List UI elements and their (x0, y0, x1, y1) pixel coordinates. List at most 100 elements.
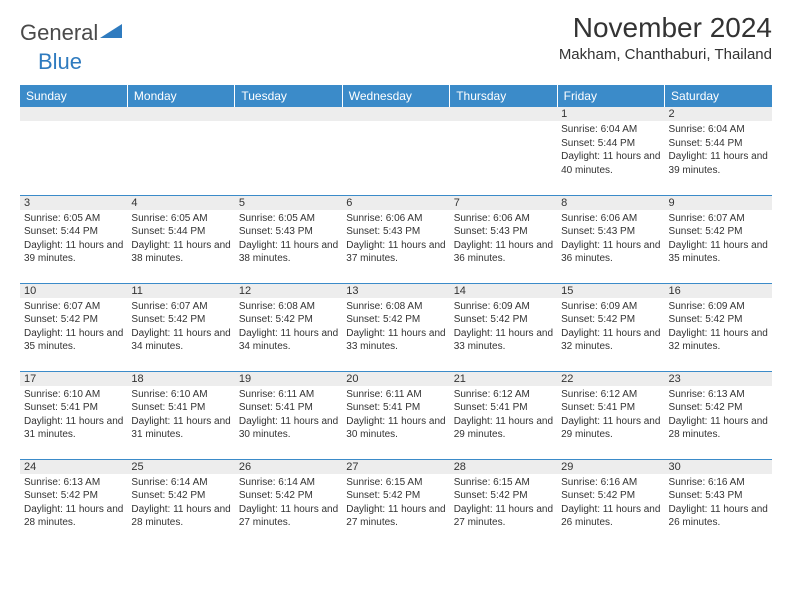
sunrise-line: Sunrise: 6:07 AM (669, 212, 768, 226)
calendar-cell: 17Sunrise: 6:10 AMSunset: 5:41 PMDayligh… (20, 371, 127, 459)
sunset-line: Sunset: 5:41 PM (454, 401, 553, 415)
daylight-line: Daylight: 11 hours and 38 minutes. (239, 239, 338, 266)
sunset-line: Sunset: 5:42 PM (131, 489, 230, 503)
calendar-cell (127, 107, 234, 195)
logo-text-blue: Blue (38, 49, 82, 74)
sunrise-line: Sunrise: 6:07 AM (131, 300, 230, 314)
day-number: 17 (20, 372, 127, 386)
calendar-cell: 11Sunrise: 6:07 AMSunset: 5:42 PMDayligh… (127, 283, 234, 371)
calendar-cell: 19Sunrise: 6:11 AMSunset: 5:41 PMDayligh… (235, 371, 342, 459)
day-details: Sunrise: 6:15 AMSunset: 5:42 PMDaylight:… (450, 474, 557, 548)
calendar-cell: 8Sunrise: 6:06 AMSunset: 5:43 PMDaylight… (557, 195, 664, 283)
day-number: 1 (557, 107, 664, 121)
sunrise-line: Sunrise: 6:09 AM (454, 300, 553, 314)
calendar-cell: 28Sunrise: 6:15 AMSunset: 5:42 PMDayligh… (450, 459, 557, 547)
day-number: 7 (450, 196, 557, 210)
day-number: 14 (450, 284, 557, 298)
calendar-cell: 15Sunrise: 6:09 AMSunset: 5:42 PMDayligh… (557, 283, 664, 371)
day-details: Sunrise: 6:05 AMSunset: 5:43 PMDaylight:… (235, 210, 342, 283)
day-details: Sunrise: 6:16 AMSunset: 5:43 PMDaylight:… (665, 474, 772, 548)
sunset-line: Sunset: 5:43 PM (561, 225, 660, 239)
daylight-line: Daylight: 11 hours and 40 minutes. (561, 150, 660, 177)
day-number: 2 (665, 107, 772, 121)
sunset-line: Sunset: 5:42 PM (239, 313, 338, 327)
sunset-line: Sunset: 5:44 PM (561, 137, 660, 151)
daylight-line: Daylight: 11 hours and 32 minutes. (669, 327, 768, 354)
logo-triangle-icon (100, 24, 122, 43)
day-number: 9 (665, 196, 772, 210)
day-details: Sunrise: 6:09 AMSunset: 5:42 PMDaylight:… (665, 298, 772, 371)
sunset-line: Sunset: 5:42 PM (24, 489, 123, 503)
weekday-header-row: Sunday Monday Tuesday Wednesday Thursday… (20, 85, 772, 107)
daylight-line: Daylight: 11 hours and 30 minutes. (346, 415, 445, 442)
sunrise-line: Sunrise: 6:05 AM (239, 212, 338, 226)
sunrise-line: Sunrise: 6:13 AM (669, 388, 768, 402)
calendar-cell: 13Sunrise: 6:08 AMSunset: 5:42 PMDayligh… (342, 283, 449, 371)
day-details: Sunrise: 6:06 AMSunset: 5:43 PMDaylight:… (342, 210, 449, 283)
daylight-line: Daylight: 11 hours and 29 minutes. (454, 415, 553, 442)
weekday-header: Saturday (665, 85, 772, 107)
calendar-cell: 16Sunrise: 6:09 AMSunset: 5:42 PMDayligh… (665, 283, 772, 371)
day-details: Sunrise: 6:05 AMSunset: 5:44 PMDaylight:… (20, 210, 127, 283)
day-details: Sunrise: 6:04 AMSunset: 5:44 PMDaylight:… (557, 121, 664, 195)
day-details (235, 121, 342, 195)
sunrise-line: Sunrise: 6:09 AM (561, 300, 660, 314)
calendar-page: General November 2024 Makham, Chanthabur… (0, 0, 792, 547)
calendar-cell: 12Sunrise: 6:08 AMSunset: 5:42 PMDayligh… (235, 283, 342, 371)
day-number: 30 (665, 460, 772, 474)
day-details: Sunrise: 6:06 AMSunset: 5:43 PMDaylight:… (450, 210, 557, 283)
daylight-line: Daylight: 11 hours and 28 minutes. (131, 503, 230, 530)
day-number (342, 107, 449, 121)
day-number: 22 (557, 372, 664, 386)
calendar-cell: 1Sunrise: 6:04 AMSunset: 5:44 PMDaylight… (557, 107, 664, 195)
day-details: Sunrise: 6:08 AMSunset: 5:42 PMDaylight:… (235, 298, 342, 371)
daylight-line: Daylight: 11 hours and 33 minutes. (454, 327, 553, 354)
sunrise-line: Sunrise: 6:06 AM (561, 212, 660, 226)
sunset-line: Sunset: 5:42 PM (561, 313, 660, 327)
calendar-cell: 6Sunrise: 6:06 AMSunset: 5:43 PMDaylight… (342, 195, 449, 283)
sunset-line: Sunset: 5:42 PM (24, 313, 123, 327)
daylight-line: Daylight: 11 hours and 31 minutes. (24, 415, 123, 442)
sunset-line: Sunset: 5:43 PM (454, 225, 553, 239)
day-number: 20 (342, 372, 449, 386)
sunset-line: Sunset: 5:42 PM (239, 489, 338, 503)
day-number (20, 107, 127, 121)
day-details: Sunrise: 6:09 AMSunset: 5:42 PMDaylight:… (557, 298, 664, 371)
sunrise-line: Sunrise: 6:10 AM (131, 388, 230, 402)
day-details: Sunrise: 6:05 AMSunset: 5:44 PMDaylight:… (127, 210, 234, 283)
sunset-line: Sunset: 5:42 PM (454, 489, 553, 503)
daylight-line: Daylight: 11 hours and 32 minutes. (561, 327, 660, 354)
daylight-line: Daylight: 11 hours and 34 minutes. (131, 327, 230, 354)
calendar-week-row: 1Sunrise: 6:04 AMSunset: 5:44 PMDaylight… (20, 107, 772, 195)
sunrise-line: Sunrise: 6:08 AM (239, 300, 338, 314)
weekday-header: Tuesday (235, 85, 342, 107)
calendar-cell (450, 107, 557, 195)
calendar-cell: 27Sunrise: 6:15 AMSunset: 5:42 PMDayligh… (342, 459, 449, 547)
daylight-line: Daylight: 11 hours and 36 minutes. (454, 239, 553, 266)
calendar-cell: 3Sunrise: 6:05 AMSunset: 5:44 PMDaylight… (20, 195, 127, 283)
calendar-week-row: 3Sunrise: 6:05 AMSunset: 5:44 PMDaylight… (20, 195, 772, 283)
day-number: 23 (665, 372, 772, 386)
day-details (342, 121, 449, 195)
sunset-line: Sunset: 5:42 PM (669, 225, 768, 239)
daylight-line: Daylight: 11 hours and 39 minutes. (24, 239, 123, 266)
sunrise-line: Sunrise: 6:14 AM (239, 476, 338, 490)
day-number: 26 (235, 460, 342, 474)
weekday-header: Friday (557, 85, 664, 107)
sunrise-line: Sunrise: 6:04 AM (669, 123, 768, 137)
sunrise-line: Sunrise: 6:05 AM (131, 212, 230, 226)
calendar-cell: 9Sunrise: 6:07 AMSunset: 5:42 PMDaylight… (665, 195, 772, 283)
sunrise-line: Sunrise: 6:15 AM (346, 476, 445, 490)
day-details: Sunrise: 6:10 AMSunset: 5:41 PMDaylight:… (20, 386, 127, 459)
sunset-line: Sunset: 5:43 PM (669, 489, 768, 503)
day-number: 28 (450, 460, 557, 474)
sunrise-line: Sunrise: 6:11 AM (239, 388, 338, 402)
sunrise-line: Sunrise: 6:07 AM (24, 300, 123, 314)
daylight-line: Daylight: 11 hours and 28 minutes. (669, 415, 768, 442)
day-number: 10 (20, 284, 127, 298)
weekday-header: Sunday (20, 85, 127, 107)
day-details (20, 121, 127, 195)
sunset-line: Sunset: 5:43 PM (346, 225, 445, 239)
sunset-line: Sunset: 5:42 PM (561, 489, 660, 503)
day-details: Sunrise: 6:15 AMSunset: 5:42 PMDaylight:… (342, 474, 449, 548)
